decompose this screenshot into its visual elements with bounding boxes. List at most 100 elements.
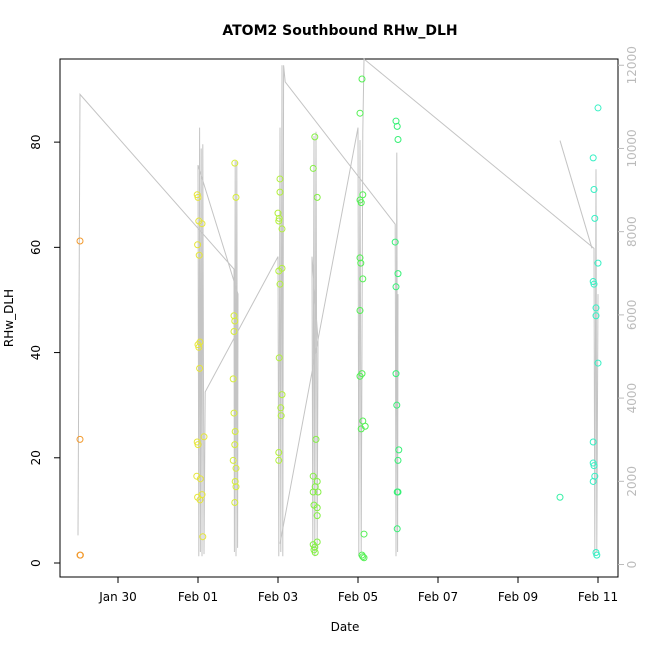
point <box>590 280 598 288</box>
point <box>278 225 286 233</box>
point <box>312 435 320 443</box>
y-tick-label: 40 <box>29 345 43 360</box>
point <box>311 133 319 141</box>
point <box>275 449 283 457</box>
point <box>275 456 283 464</box>
point <box>309 472 317 480</box>
point <box>356 109 364 117</box>
point <box>594 259 602 267</box>
point <box>274 209 282 217</box>
point <box>359 275 367 283</box>
x-tick-label: Feb 03 <box>258 590 298 604</box>
y2-tick-label: 10000 <box>625 129 639 167</box>
x-tick-label: Feb 09 <box>498 590 538 604</box>
point <box>357 259 365 267</box>
point <box>394 135 402 143</box>
point <box>394 456 402 464</box>
y-tick-label: 60 <box>29 240 43 255</box>
point <box>392 283 400 291</box>
point <box>232 464 240 472</box>
point <box>199 533 207 541</box>
point <box>278 391 286 399</box>
point <box>395 446 403 454</box>
point <box>276 188 284 196</box>
y2-tick-label: 8000 <box>625 216 639 247</box>
point <box>229 375 237 383</box>
point <box>231 159 239 167</box>
point <box>593 551 601 559</box>
point <box>200 433 208 441</box>
point <box>275 267 283 275</box>
plot-box <box>59 58 619 578</box>
chart-title: ATOM2 Southbound RHw_DLH <box>222 23 457 39</box>
y-tick-label: 80 <box>29 134 43 149</box>
y-axis-label: RHw_DLH <box>2 289 16 347</box>
x-axis-label: Date <box>331 620 360 634</box>
point <box>277 404 285 412</box>
y2-tick-label: 4000 <box>625 383 639 414</box>
point <box>356 306 364 314</box>
x-tick-label: Feb 11 <box>578 590 618 604</box>
point <box>314 488 322 496</box>
point <box>276 280 284 288</box>
point <box>309 164 317 172</box>
point <box>589 477 597 485</box>
point <box>393 401 401 409</box>
point <box>591 214 599 222</box>
point <box>358 75 366 83</box>
x-tick-label: Jan 30 <box>98 590 137 604</box>
point <box>392 117 400 125</box>
point <box>76 435 84 443</box>
point <box>76 237 84 245</box>
point <box>590 462 598 470</box>
point <box>392 370 400 378</box>
point <box>194 241 202 249</box>
point <box>198 220 206 228</box>
x-tick-label: Feb 01 <box>178 590 218 604</box>
point <box>592 304 600 312</box>
y2-tick-label: 12000 <box>625 46 639 84</box>
y-tick-label: 20 <box>29 450 43 465</box>
point <box>232 483 240 491</box>
point <box>556 493 564 501</box>
point <box>589 438 597 446</box>
point <box>359 553 367 561</box>
y2-tick-label: 6000 <box>625 300 639 331</box>
point <box>196 364 204 372</box>
point <box>276 175 284 183</box>
point <box>360 530 368 538</box>
point <box>275 217 283 225</box>
point <box>195 343 203 351</box>
point <box>231 427 239 435</box>
point <box>357 199 365 207</box>
x-tick-label: Feb 05 <box>338 590 378 604</box>
point <box>356 372 364 380</box>
point <box>194 193 202 201</box>
point <box>230 328 238 336</box>
point <box>391 238 399 246</box>
point <box>359 191 367 199</box>
point <box>313 512 321 520</box>
point <box>275 214 283 222</box>
point <box>590 185 598 193</box>
y-tick-label: 0 <box>29 559 43 567</box>
point <box>592 312 600 320</box>
point <box>589 154 597 162</box>
point <box>230 409 238 417</box>
point <box>229 456 237 464</box>
y2-tick-label: 0 <box>625 561 639 569</box>
point <box>594 359 602 367</box>
point <box>356 254 364 262</box>
altitude-line <box>559 140 593 249</box>
point <box>393 122 401 130</box>
point <box>594 104 602 112</box>
point <box>309 488 317 496</box>
y2-tick-label: 2000 <box>625 466 639 497</box>
x-tick-label: Feb 07 <box>418 590 458 604</box>
point <box>360 554 368 562</box>
point <box>357 425 365 433</box>
point <box>311 548 319 556</box>
point <box>196 496 204 504</box>
point <box>195 251 203 259</box>
